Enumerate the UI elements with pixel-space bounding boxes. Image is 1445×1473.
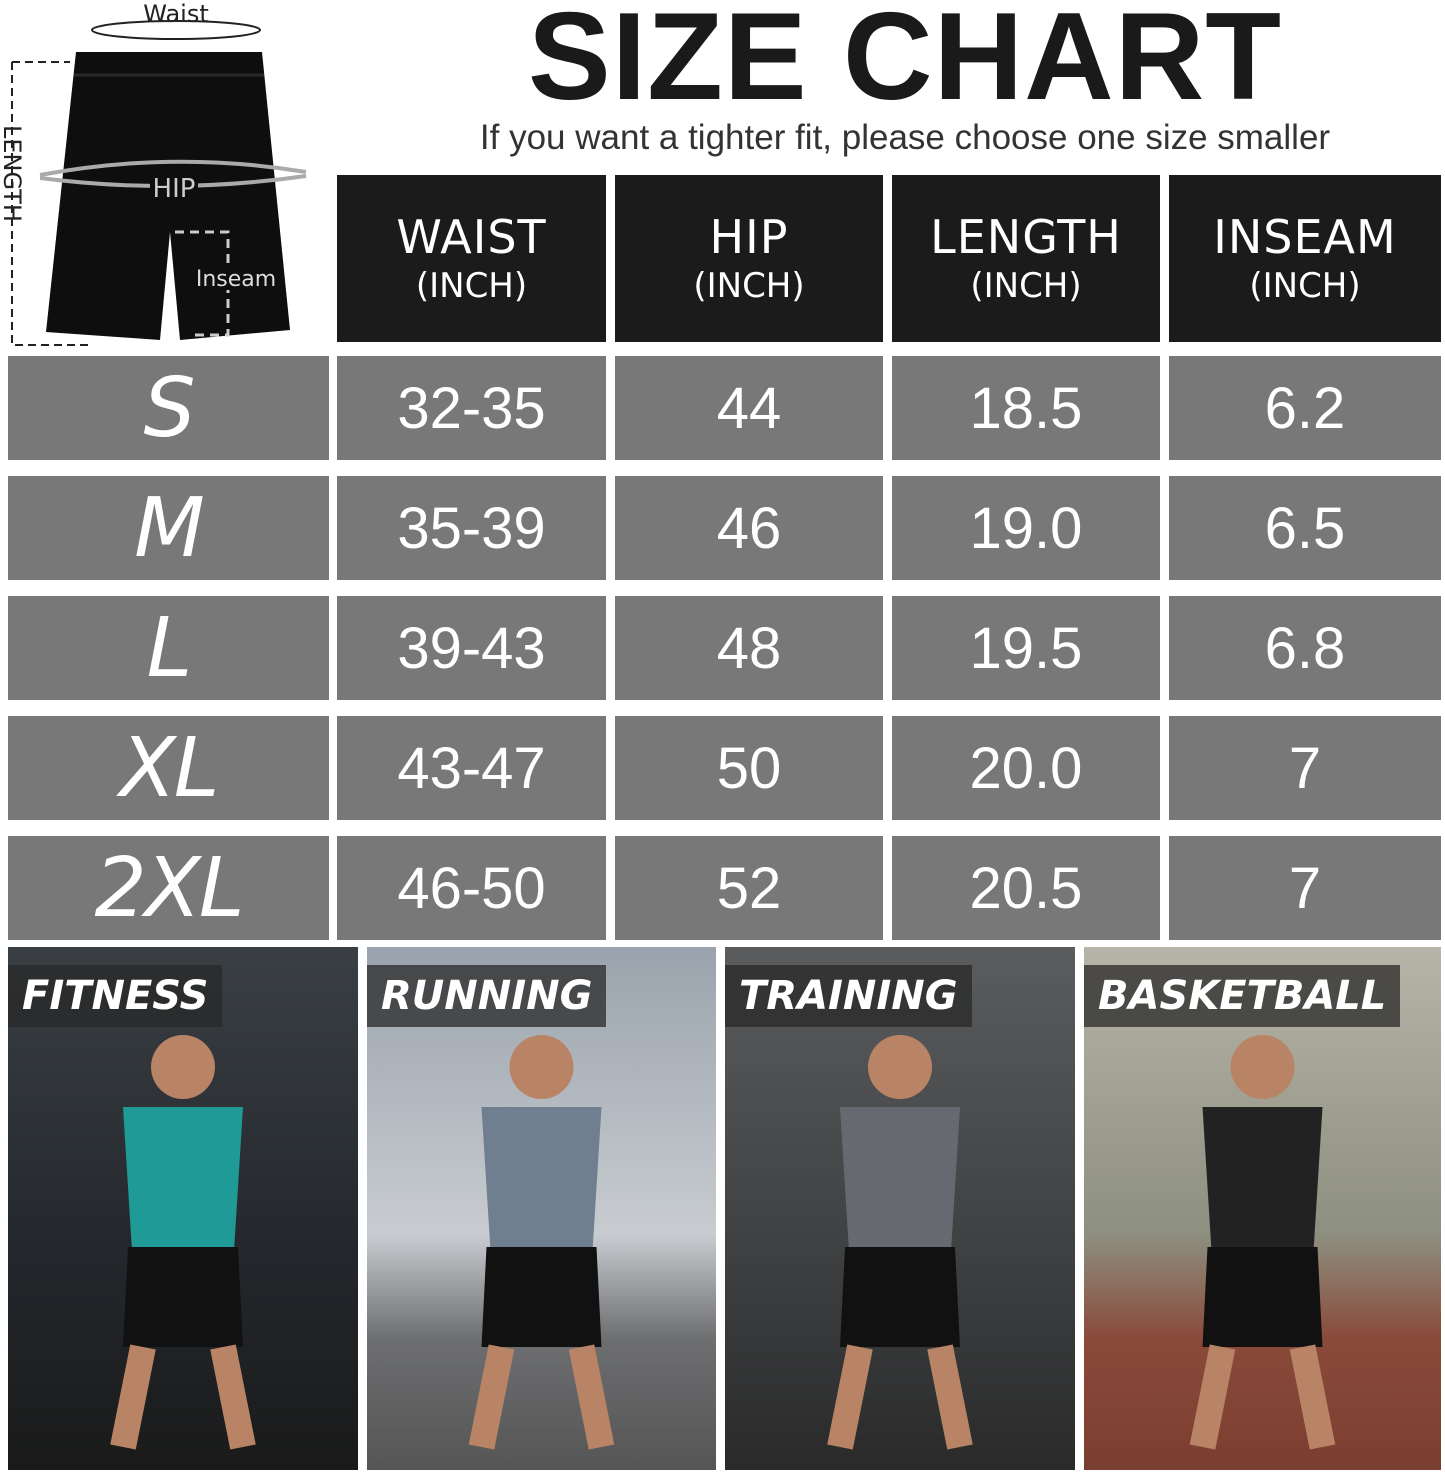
header-unit: (INCH) — [415, 265, 528, 306]
value-cell: 46 — [615, 476, 883, 580]
value-cell: 7 — [1169, 716, 1441, 820]
athlete-figure — [827, 1035, 973, 1450]
value-cell: 6.5 — [1169, 476, 1441, 580]
value-cell: 6.2 — [1169, 356, 1441, 460]
header-label: INSEAM — [1213, 209, 1397, 264]
photo-basketball: BASKETBALL — [1084, 947, 1441, 1470]
value-cell: 46-50 — [337, 836, 606, 940]
photo-fitness: FITNESS — [8, 947, 358, 1470]
header-unit: (INCH) — [970, 265, 1082, 306]
subtitle: If you want a tighter fit, please choose… — [479, 118, 1331, 157]
header-label: WAIST — [396, 209, 547, 264]
value-cell: 48 — [615, 596, 883, 700]
value-cell: 52 — [615, 836, 883, 940]
size-label: 2XL — [8, 836, 329, 940]
value-cell: 43-47 — [337, 716, 606, 820]
hip-label: HIP — [153, 174, 196, 204]
size-label: S — [8, 356, 329, 460]
value-cell: 18.5 — [892, 356, 1160, 460]
value-cell: 19.5 — [892, 596, 1160, 700]
size-label: M — [8, 476, 329, 580]
value-cell: 44 — [615, 356, 883, 460]
value-cell: 20.5 — [892, 836, 1160, 940]
shorts-diagram: Waist LENGTH HIP Inseam — [0, 0, 307, 346]
header-label: HIP — [709, 209, 789, 264]
activity-label: RUNNING — [367, 965, 607, 1027]
size-label: L — [8, 596, 329, 700]
header-label: LENGTH — [930, 209, 1122, 264]
value-cell: 50 — [615, 716, 883, 820]
page-title: SIZE CHART — [528, 0, 1282, 126]
value-cell: 20.0 — [892, 716, 1160, 820]
photo-running: RUNNING — [367, 947, 716, 1470]
activity-label: FITNESS — [8, 965, 223, 1027]
activity-label: BASKETBALL — [1084, 965, 1401, 1027]
value-cell: 7 — [1169, 836, 1441, 940]
photo-training: TRAINING — [725, 947, 1075, 1470]
header-unit: (INCH) — [693, 265, 805, 306]
athlete-figure — [1189, 1035, 1336, 1450]
size-label: XL — [8, 716, 329, 820]
activity-label: TRAINING — [725, 965, 972, 1027]
value-cell: 32-35 — [337, 356, 606, 460]
waist-label: Waist — [143, 0, 208, 28]
header-length: LENGTH (INCH) — [892, 175, 1160, 342]
value-cell: 6.8 — [1169, 596, 1441, 700]
athlete-figure — [468, 1035, 615, 1450]
header-waist: WAIST (INCH) — [337, 175, 606, 342]
value-cell: 39-43 — [337, 596, 606, 700]
athlete-figure — [110, 1035, 256, 1450]
length-label: LENGTH — [0, 125, 26, 222]
inseam-label: Inseam — [196, 267, 276, 292]
header-hip: HIP (INCH) — [615, 175, 883, 342]
value-cell: 19.0 — [892, 476, 1160, 580]
header-inseam: INSEAM (INCH) — [1169, 175, 1441, 342]
header-unit: (INCH) — [1249, 265, 1361, 306]
value-cell: 35-39 — [337, 476, 606, 580]
